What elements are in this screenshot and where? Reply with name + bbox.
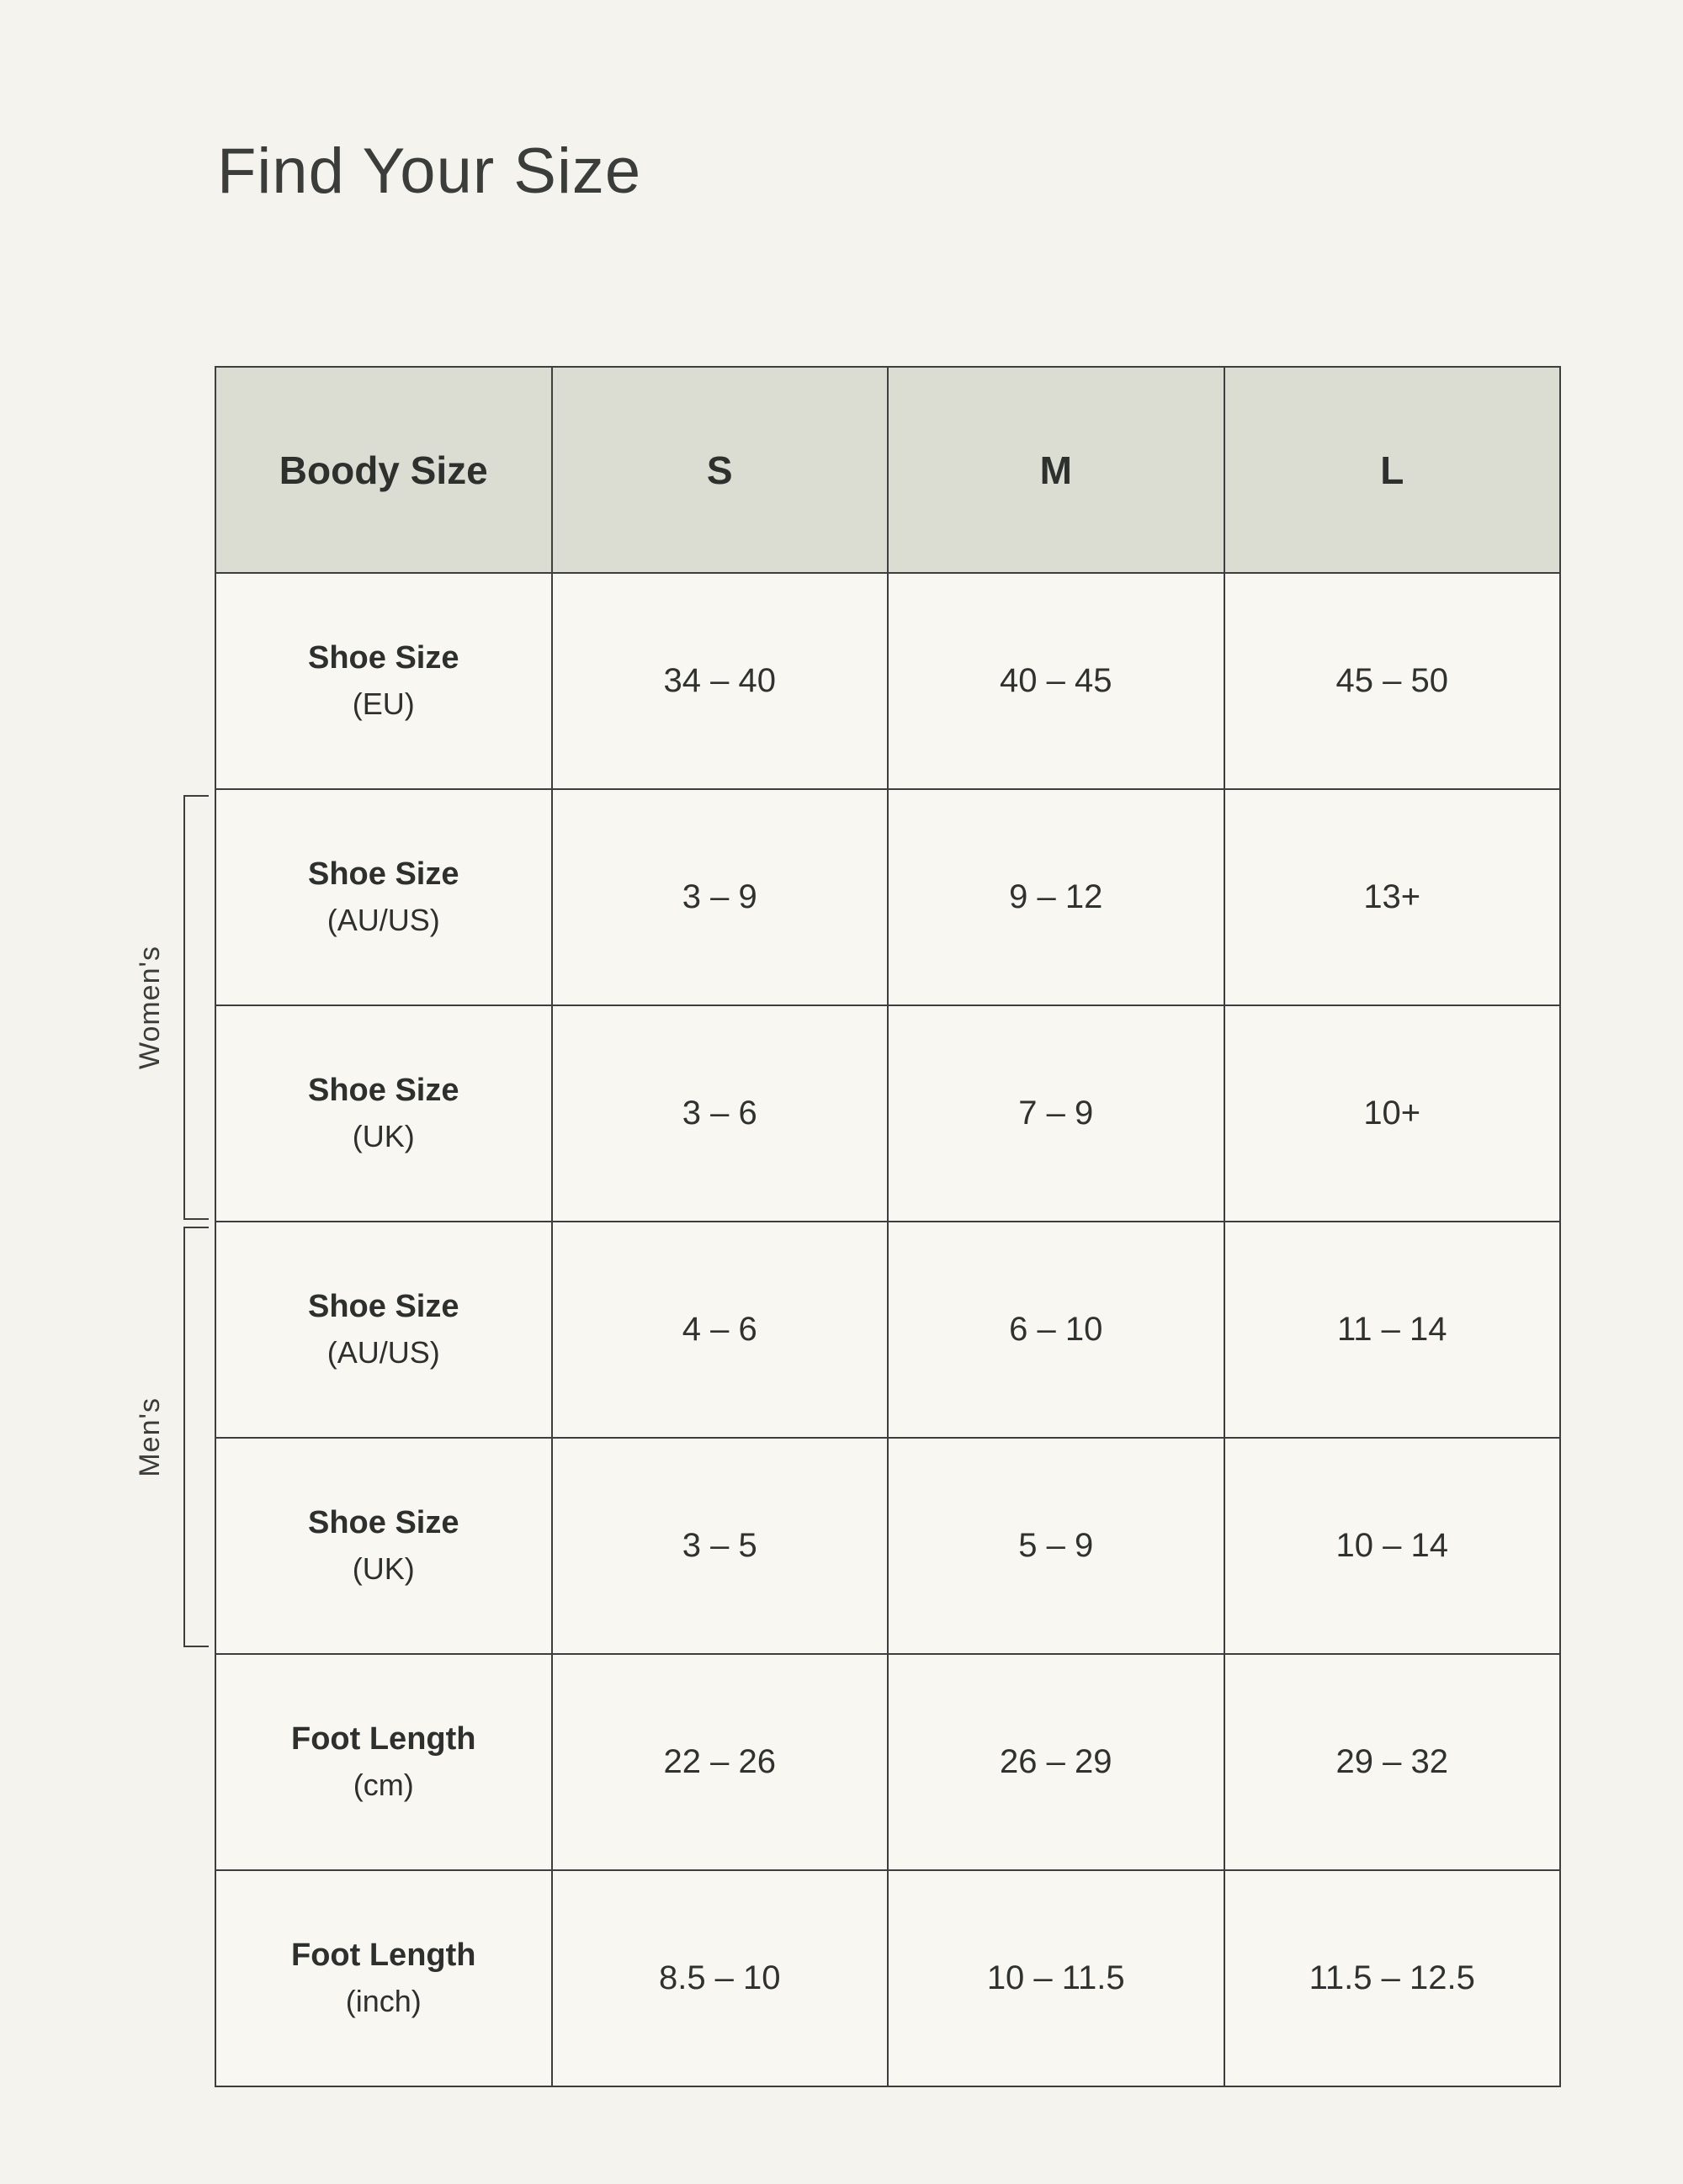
table-cell: 40 – 45 [887,572,1225,790]
table-cell: 6 – 10 [887,1221,1225,1439]
table-cell: 11 – 14 [1223,1221,1561,1439]
table-row: Shoe Size (UK) 3 – 6 7 – 9 10+ [215,1005,1561,1222]
mens-group-bracket [183,1227,209,1647]
table-cell: 10 – 14 [1223,1437,1561,1655]
table-cell: 4 – 6 [550,1221,889,1439]
row-label-text: Foot Length [291,1938,476,1973]
table-cell: 29 – 32 [1223,1653,1561,1871]
table-cell: 5 – 9 [887,1437,1225,1655]
row-label-unit: (UK) [352,1551,415,1586]
table-row: Foot Length (cm) 22 – 26 26 – 29 29 – 32 [215,1653,1561,1871]
womens-group-bracket [183,795,209,1220]
row-label-unit: (inch) [345,1984,422,2018]
table-cell: 9 – 12 [887,788,1225,1006]
table-header-row: Boody Size S M L [215,366,1561,574]
row-label-unit: (AU/US) [327,1335,440,1370]
table-row: Shoe Size (EU) 34 – 40 40 – 45 45 – 50 [215,572,1561,790]
row-label-foot-length-cm: Foot Length (cm) [215,1653,553,1871]
row-label-womens-shoe-size-auus: Shoe Size (AU/US) [215,788,553,1006]
table-cell: 3 – 5 [550,1437,889,1655]
table-row: Shoe Size (AU/US) 4 – 6 6 – 10 11 – 14 [215,1221,1561,1439]
row-label-unit: (EU) [352,686,415,721]
row-label-womens-shoe-size-uk: Shoe Size (UK) [215,1005,553,1222]
row-label-foot-length-inch: Foot Length (inch) [215,1869,553,2087]
womens-group: Women's [123,795,177,1220]
table-row: Shoe Size (AU/US) 3 – 9 9 – 12 13+ [215,788,1561,1006]
header-cell-boody-size: Boody Size [215,366,553,574]
table-cell: 3 – 6 [550,1005,889,1222]
row-label-text: Shoe Size [308,1505,459,1540]
header-cell-size-l: L [1223,366,1561,574]
row-label-mens-shoe-size-auus: Shoe Size (AU/US) [215,1221,553,1439]
table-cell: 45 – 50 [1223,572,1561,790]
table-cell: 3 – 9 [550,788,889,1006]
row-label-unit: (AU/US) [327,903,440,937]
row-label-shoe-size-eu: Shoe Size (EU) [215,572,553,790]
row-label-text: Shoe Size [308,1073,459,1108]
mens-group-label: Men's [133,1397,166,1477]
header-cell-size-s: S [550,366,889,574]
row-label-text: Shoe Size [308,856,459,892]
page-title: Find Your Size [217,135,642,207]
row-label-unit: (cm) [353,1768,414,1802]
row-label-unit: (UK) [352,1119,415,1153]
size-table: Boody Size S M L Shoe Size (EU) 34 – 40 … [215,366,1561,2087]
table-cell: 13+ [1223,788,1561,1006]
table-cell: 10+ [1223,1005,1561,1222]
table-cell: 7 – 9 [887,1005,1225,1222]
row-label-mens-shoe-size-uk: Shoe Size (UK) [215,1437,553,1655]
mens-group: Men's [123,1227,177,1647]
table-row: Shoe Size (UK) 3 – 5 5 – 9 10 – 14 [215,1437,1561,1655]
table-cell: 10 – 11.5 [887,1869,1225,2087]
row-label-text: Foot Length [291,1721,476,1757]
table-cell: 11.5 – 12.5 [1223,1869,1561,2087]
table-cell: 34 – 40 [550,572,889,790]
table-row: Foot Length (inch) 8.5 – 10 10 – 11.5 11… [215,1869,1561,2087]
row-label-text: Shoe Size [308,640,459,676]
table-cell: 26 – 29 [887,1653,1225,1871]
header-cell-size-m: M [887,366,1225,574]
table-cell: 8.5 – 10 [550,1869,889,2087]
row-label-text: Shoe Size [308,1289,459,1324]
table-cell: 22 – 26 [550,1653,889,1871]
womens-group-label: Women's [133,945,166,1070]
